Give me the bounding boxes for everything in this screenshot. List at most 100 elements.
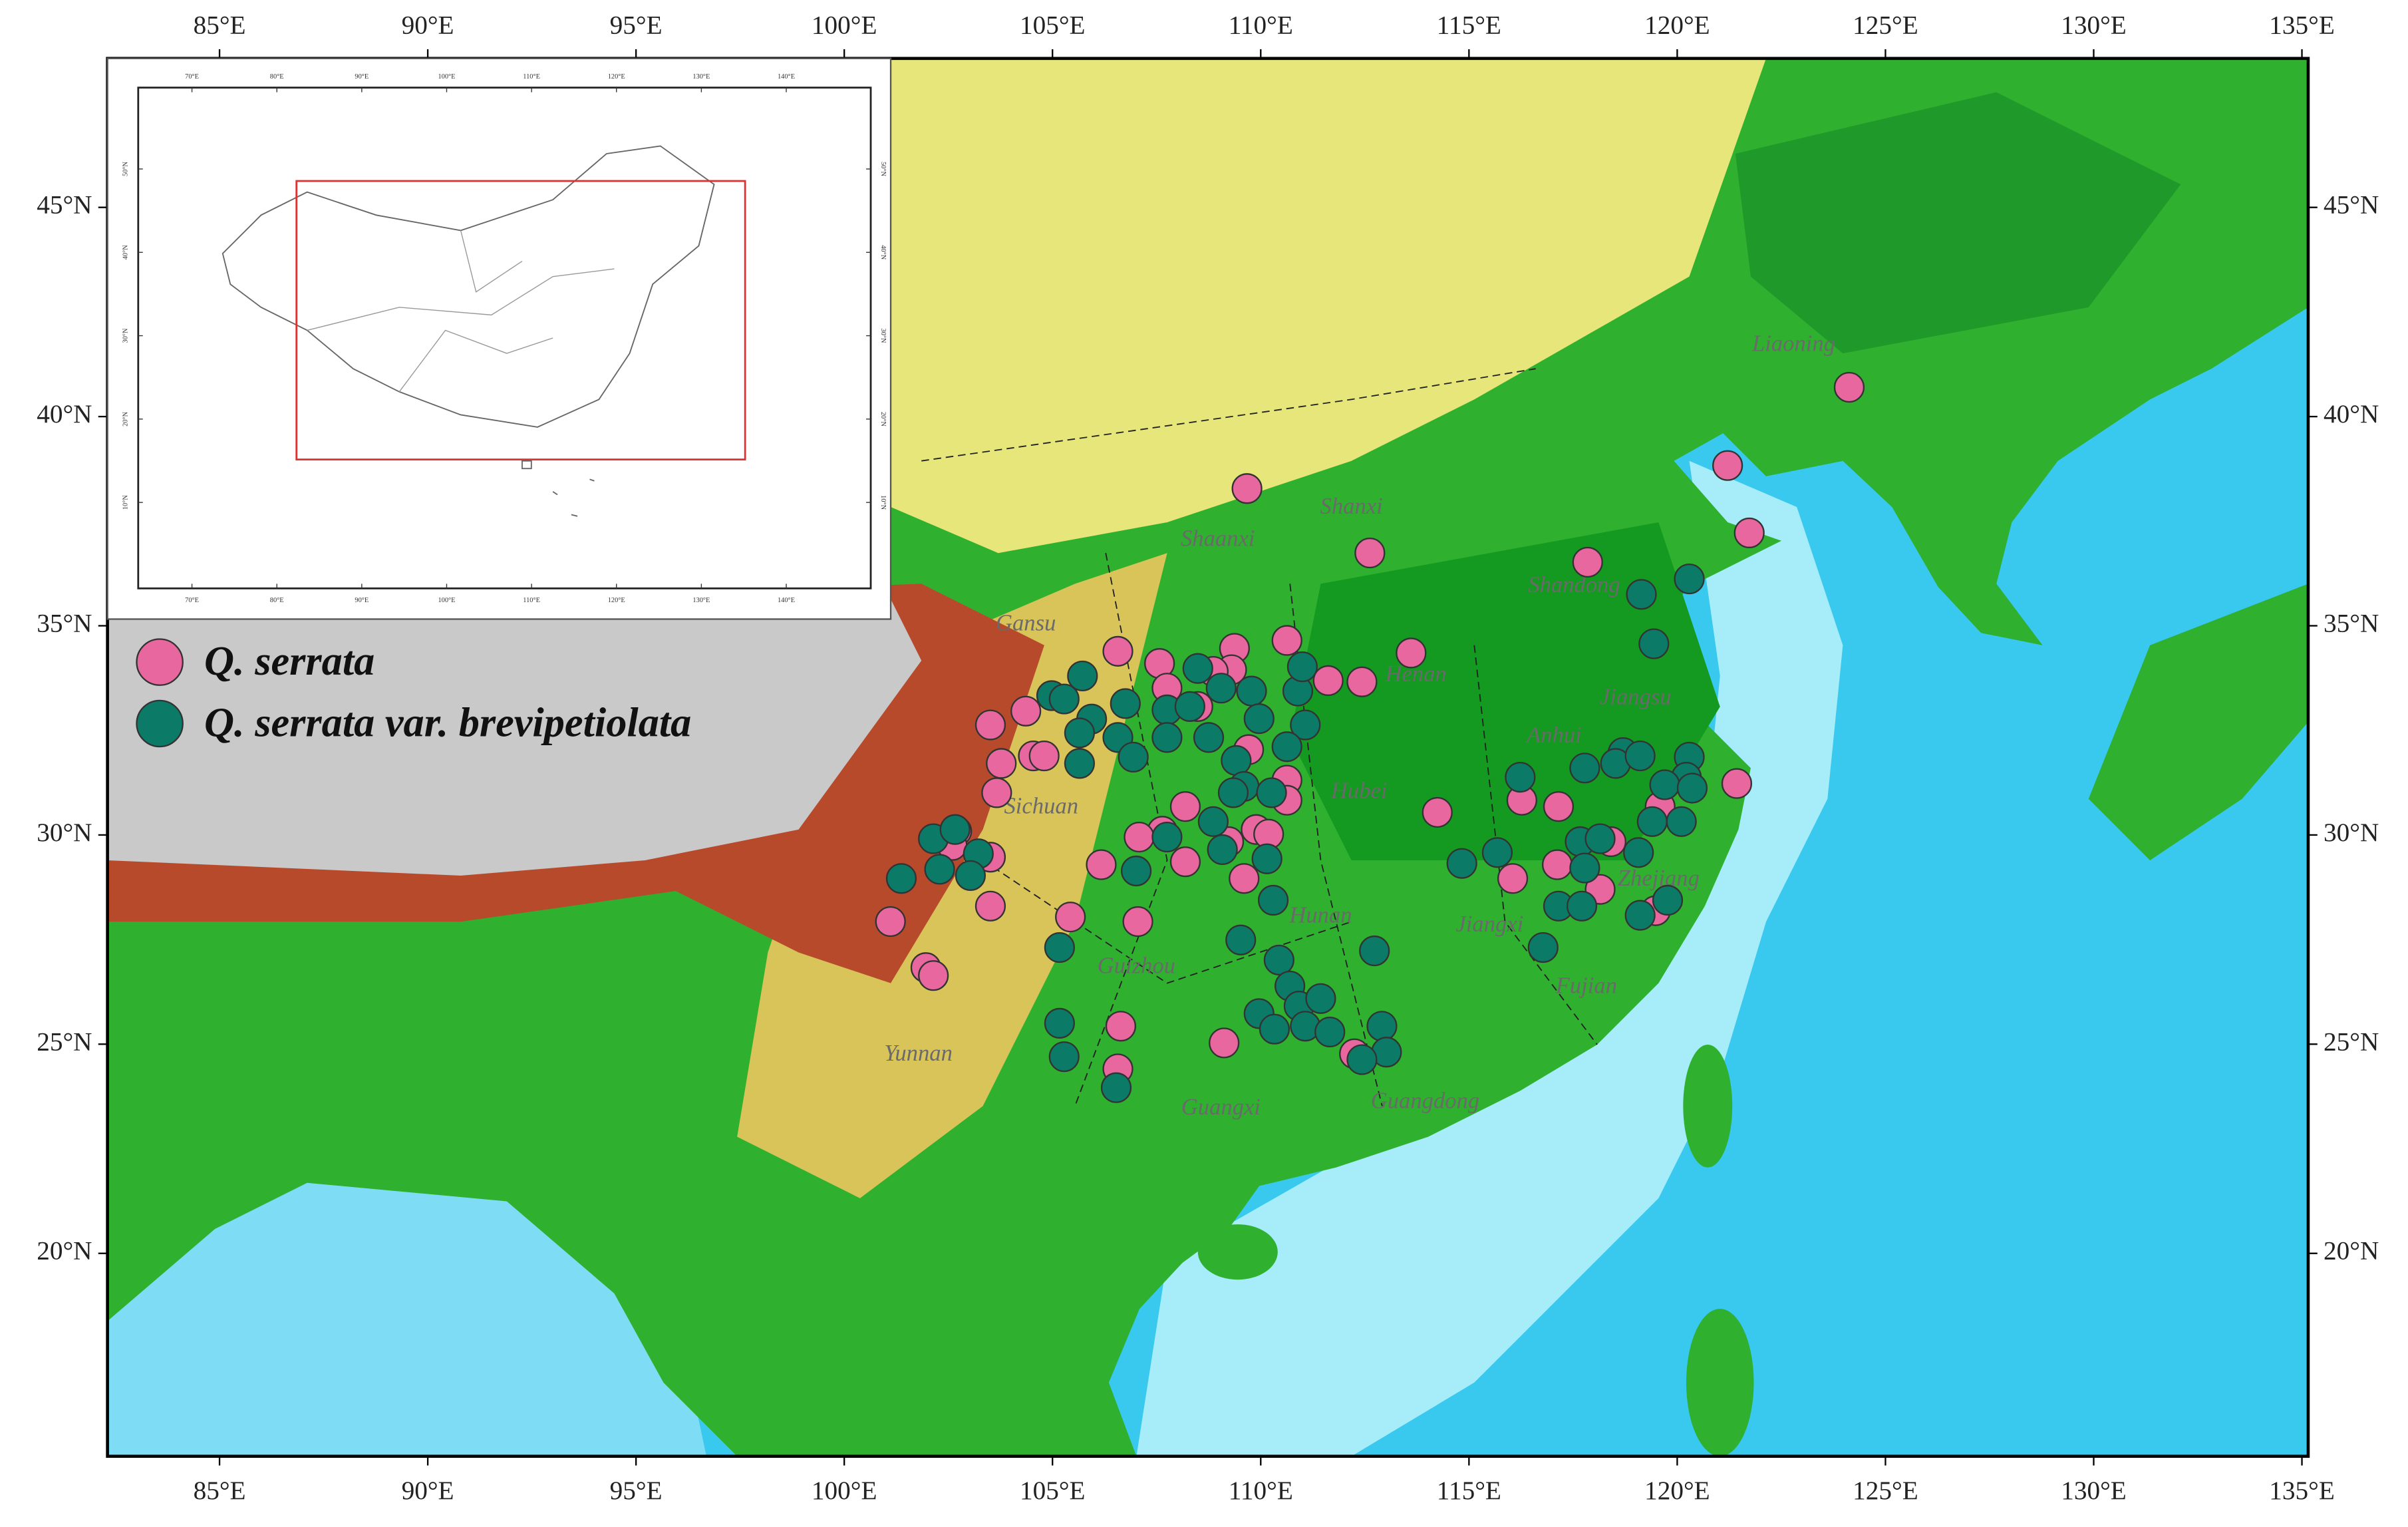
sample-site [1833,371,1865,403]
sample-site [1048,683,1080,715]
sample-site [1572,546,1603,578]
province-label: Anhui [1525,723,1582,748]
sample-site [1256,777,1287,808]
sample-site [1118,741,1149,773]
inset-x-tick-label: 140°E [778,597,795,604]
sample-site [1446,848,1477,879]
province-label: Shaanxi [1181,526,1255,552]
sample-site [1666,806,1697,837]
sample-site [1028,740,1060,772]
sample-site [1733,517,1765,548]
inset-y-tick-label: 30°N [879,329,887,344]
province-label: Zhejiang [1618,866,1700,891]
sample-site [1636,806,1668,837]
province-label: Guangdong [1371,1089,1480,1114]
sample-site [1243,703,1275,735]
sample-site [1105,1011,1137,1042]
y-tick-label: 35°N [2324,609,2379,638]
province-label: Shandong [1528,572,1620,597]
y-tick-label: 20°N [37,1237,92,1266]
sample-site [885,863,917,894]
x-tick-label: 110°E [1229,11,1293,40]
x-tick-label: 130°E [2061,1476,2127,1505]
y-tick-label: 40°N [37,400,92,428]
x-tick-label: 125°E [1853,1476,1918,1505]
sample-site [1286,651,1318,683]
sample-site [1259,1013,1290,1045]
sample-site [1626,579,1657,610]
sample-site [1169,846,1201,878]
x-tick-label: 120°E [1644,11,1710,40]
sample-site [1044,1007,1075,1039]
taiwan [1683,1044,1733,1168]
y-tick-label: 30°N [2324,818,2379,847]
sample-site [1271,625,1302,656]
sample-site [955,860,986,891]
sample-site [1314,1016,1346,1048]
inset-x-tick-label: 110°E [523,73,540,81]
sample-site [1566,890,1598,922]
sample-site [1674,563,1705,595]
x-tick-label: 100°E [812,1476,877,1505]
sample-site [1584,823,1616,854]
sample-site [975,890,1006,922]
x-tick-label: 115°E [1437,1476,1501,1505]
x-tick-label: 90°E [402,11,454,40]
inset-y-tick-label: 20°N [122,411,130,426]
inset-x-tick-label: 70°E [185,73,199,81]
province-label: Liaoning [1751,331,1835,356]
x-tick-label: 135°E [2269,1476,2335,1505]
sample-site [1197,806,1229,837]
sample-site [1346,1044,1378,1075]
province-label: Guangxi [1181,1095,1261,1120]
sample-site [1151,722,1183,753]
x-tick-label: 135°E [2269,11,2335,40]
sample-site [1481,837,1513,868]
inset-y-tick-label: 50°N [122,161,130,176]
sample-site [1064,748,1096,779]
x-tick-label: 100°E [812,11,877,40]
sample-site [1236,675,1267,707]
sample-site [1174,691,1205,722]
y-tick-label: 40°N [2324,400,2379,428]
sample-site [1120,855,1152,887]
x-tick-label: 115°E [1437,11,1501,40]
x-tick-label: 105°E [1020,1476,1086,1505]
sample-site [981,777,1012,808]
luzon [1686,1309,1754,1456]
sample-site [924,854,955,885]
sample-site [1721,768,1753,799]
sample-site [1102,635,1133,667]
legend-label: Q. serrata var. brevipetiolata [204,699,691,745]
y-tick-label: 35°N [37,609,92,638]
sample-site [1048,1041,1080,1073]
sample-site [1354,537,1386,569]
sample-site [1067,660,1098,692]
sample-site [1044,932,1075,963]
inset-y-tick-label: 20°N [879,412,887,427]
legend-marker [136,638,184,686]
x-tick-label: 130°E [2061,11,2127,40]
x-tick-label: 85°E [194,1476,246,1505]
sample-site [1649,769,1680,800]
sample-site [1110,688,1141,719]
sample-site [1010,695,1042,727]
x-tick-label: 105°E [1020,11,1086,40]
inset-y-tick-label: 10°N [879,495,887,510]
province-label: Guizhou [1098,953,1175,979]
sample-site [1229,863,1260,894]
inset-map: 70°E 70°E 80°E 80°E 90°E 90°E 100°E 100°E 110°E 1… [106,57,892,620]
sample-site [1505,762,1536,793]
inset-x-tick-label: 120°E [608,597,625,604]
x-tick-label: 95°E [610,1476,663,1505]
sample-site [1676,772,1708,804]
sample-site [1541,849,1573,880]
sample-site [1624,900,1656,931]
map-frame [106,57,2310,1458]
northeast-plain [1735,92,2181,354]
sample-site [1100,1072,1132,1103]
x-tick-label: 85°E [194,11,246,40]
inset-x-tick-label: 70°E [185,597,199,604]
sample-site [1225,924,1257,955]
